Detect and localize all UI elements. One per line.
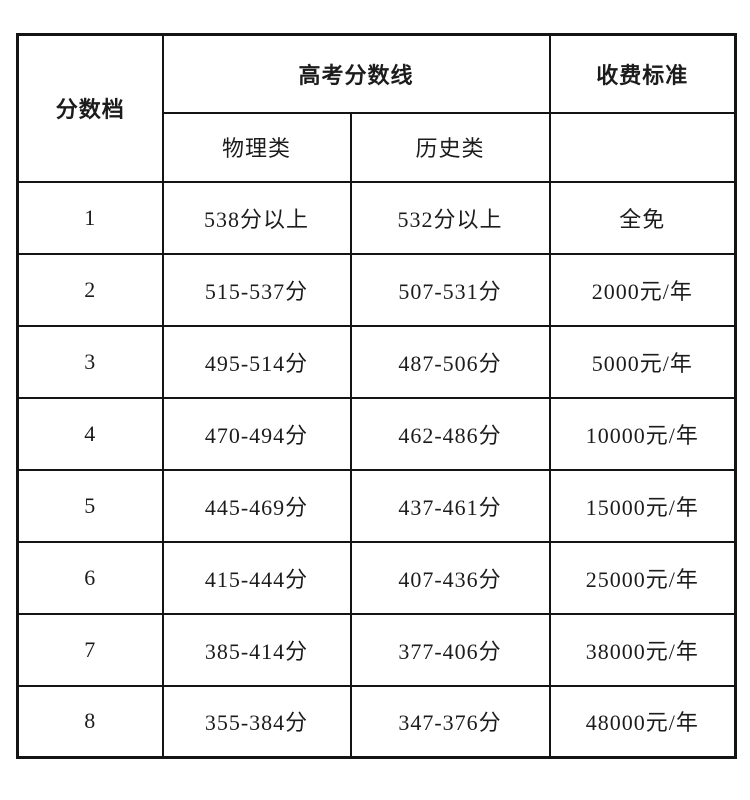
tier-cell: 2 [16, 252, 164, 327]
tier-cell: 3 [16, 324, 164, 399]
fee-cell: 48000元/年 [548, 684, 737, 759]
tier-cell: 1 [16, 180, 164, 255]
history-score-cell: 347-376分 [349, 684, 551, 759]
table-row: 4 470-494分 462-486分 10000元/年 [16, 396, 737, 471]
table-row: 5 445-469分 437-461分 15000元/年 [16, 468, 737, 543]
physics-score-cell: 445-469分 [161, 468, 352, 543]
table-row: 8 355-384分 347-376分 48000元/年 [16, 684, 737, 759]
fee-cell: 25000元/年 [548, 540, 737, 615]
fee-cell: 全免 [548, 180, 737, 255]
fee-cell: 5000元/年 [548, 324, 737, 399]
physics-score-cell: 355-384分 [161, 684, 352, 759]
table-row: 2 515-537分 507-531分 2000元/年 [16, 252, 737, 327]
history-score-cell: 532分以上 [349, 180, 551, 255]
header-row-1: 分数档 高考分数线 收费标准 [16, 33, 737, 183]
fee-cell: 15000元/年 [548, 468, 737, 543]
history-score-cell: 487-506分 [349, 324, 551, 399]
history-score-cell: 377-406分 [349, 612, 551, 687]
fee-cell: 38000元/年 [548, 612, 737, 687]
tier-cell: 6 [16, 540, 164, 615]
table-row: 1 538分以上 532分以上 全免 [16, 180, 737, 255]
score-tier-header: 分数档 [16, 33, 164, 183]
history-category-header: 历史类 [349, 111, 551, 183]
physics-category-header: 物理类 [161, 111, 352, 183]
empty-fee-subheader-cell [548, 111, 737, 183]
fee-cell: 2000元/年 [548, 252, 737, 327]
history-score-cell: 507-531分 [349, 252, 551, 327]
table-row: 7 385-414分 377-406分 38000元/年 [16, 612, 737, 687]
header-row-2: 物理类 历史类 [18, 111, 737, 183]
physics-score-cell: 415-444分 [161, 540, 352, 615]
history-score-cell: 437-461分 [349, 468, 551, 543]
tier-cell: 8 [16, 684, 164, 759]
fee-standard-header: 收费标准 [548, 33, 737, 114]
physics-score-cell: 470-494分 [161, 396, 352, 471]
table-row: 3 495-514分 487-506分 5000元/年 [16, 324, 737, 399]
physics-score-cell: 495-514分 [161, 324, 352, 399]
fee-cell: 10000元/年 [548, 396, 737, 471]
tier-cell: 7 [16, 612, 164, 687]
physics-score-cell: 385-414分 [161, 612, 352, 687]
tier-cell: 5 [16, 468, 164, 543]
gaokao-score-line-header: 高考分数线 [161, 33, 551, 114]
gaokao-fee-table: 分数档 高考分数线 收费标准 物理类 历史类 1 538分以上 532分以上 全… [16, 33, 738, 759]
tier-cell: 4 [16, 396, 164, 471]
table-row: 6 415-444分 407-436分 25000元/年 [16, 540, 737, 615]
history-score-cell: 462-486分 [349, 396, 551, 471]
history-score-cell: 407-436分 [349, 540, 551, 615]
physics-score-cell: 538分以上 [161, 180, 352, 255]
physics-score-cell: 515-537分 [161, 252, 352, 327]
